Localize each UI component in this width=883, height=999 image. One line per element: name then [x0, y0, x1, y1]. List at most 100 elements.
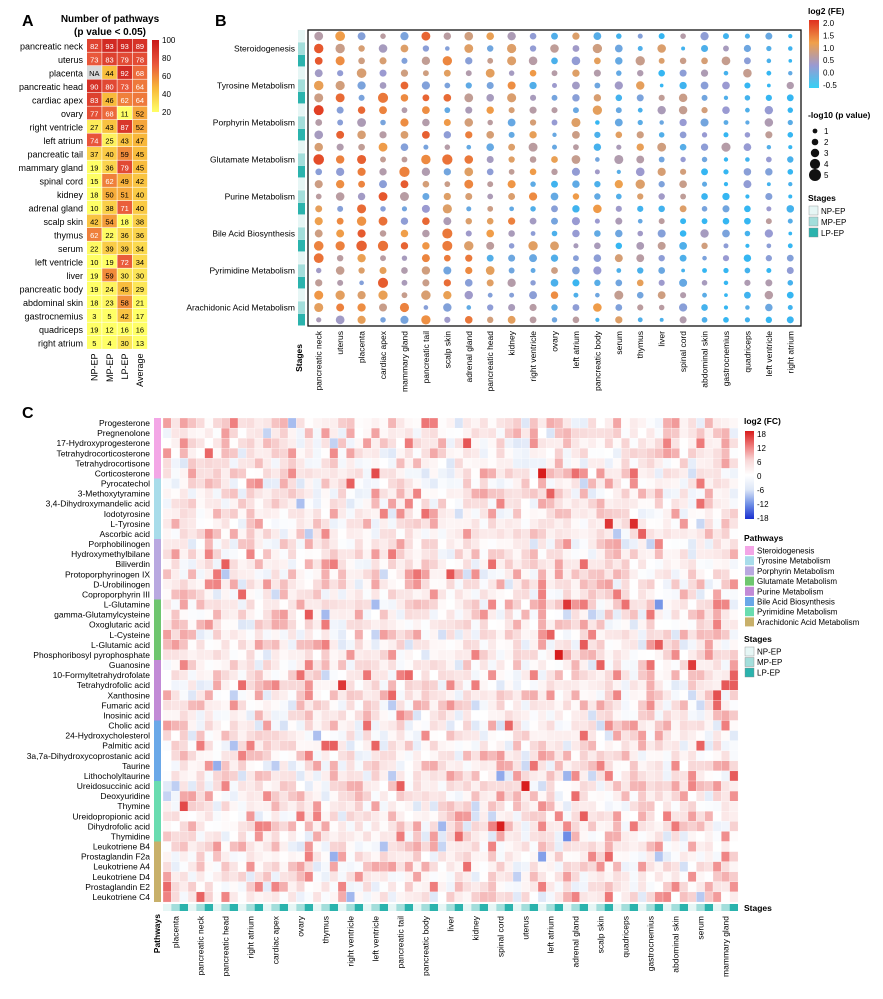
heat-cell [117, 255, 132, 268]
heat-cell [454, 498, 464, 509]
heat-cell [712, 528, 722, 540]
heat-cell [312, 548, 322, 560]
heat-cell [246, 831, 255, 842]
dot [616, 33, 622, 39]
heat-cell [721, 700, 730, 711]
dot [700, 32, 709, 41]
heat-cell [187, 821, 197, 832]
stage-strip-cell [321, 904, 330, 911]
heat-cell [262, 528, 272, 540]
stage-strip-cell [346, 904, 355, 911]
heat-cell [296, 508, 305, 520]
heat-cell [471, 599, 480, 610]
heat-cell [696, 569, 705, 580]
heat-cell [221, 760, 230, 772]
heat-cell [187, 498, 197, 509]
heat-cell [587, 559, 597, 570]
heat-cell [579, 760, 589, 772]
heat-cell [662, 770, 672, 782]
heat-cell [187, 669, 197, 681]
heat-cell [462, 821, 472, 832]
heat-cell [446, 730, 455, 741]
dot [722, 192, 730, 201]
cell-value: 22 [90, 244, 98, 253]
heat-cell [604, 871, 614, 883]
heat-cell [654, 831, 664, 842]
heat-cell [187, 659, 197, 671]
heat-cell [396, 508, 405, 520]
heat-cell [512, 589, 522, 600]
heat-cell [504, 690, 514, 701]
heat-cell [229, 680, 239, 691]
heat-cell [562, 417, 572, 429]
dot [444, 316, 451, 323]
heat-cell [462, 891, 472, 903]
heat-cell [329, 548, 339, 560]
heat-cell [229, 579, 239, 590]
stage-swatch [808, 227, 819, 238]
heat-cell [487, 821, 497, 832]
heat-cell [512, 458, 522, 469]
heat-cell [287, 730, 297, 741]
heat-cell [287, 861, 297, 872]
heat-cell [296, 528, 305, 540]
heat-cell [321, 488, 330, 499]
heat-cell [687, 700, 697, 711]
heat-cell [654, 851, 664, 862]
heat-cell [237, 599, 247, 610]
tissue-label: adrenal gland [571, 916, 581, 968]
heat-cell [396, 790, 405, 802]
dot [422, 45, 430, 52]
heat-cell [554, 841, 564, 852]
heat-cell [521, 710, 530, 721]
heat-cell [379, 569, 389, 580]
heat-cell [117, 201, 132, 214]
heat-cell [471, 871, 480, 883]
heat-cell [212, 710, 222, 721]
heat-cell [496, 649, 505, 661]
heat-cell [446, 438, 455, 449]
heat-cell [462, 629, 472, 641]
heat-cell [212, 790, 222, 802]
heat-cell [579, 710, 589, 721]
heat-cell [454, 700, 464, 711]
row-label: pancreatic head [19, 82, 83, 92]
heat-cell [562, 760, 572, 772]
heat-cell [362, 669, 372, 681]
metabolite-label: 3-Methoxytyramine [78, 489, 151, 499]
metabolite-label: Leukotriene C4 [92, 892, 150, 902]
heat-cell [162, 659, 172, 671]
heat-cell [687, 831, 697, 842]
heat-cell [371, 589, 380, 600]
heat-cell [721, 548, 730, 560]
heat-cell [262, 518, 272, 530]
heat-cell [729, 548, 739, 560]
heat-cell [604, 861, 614, 872]
heat-cell [246, 468, 255, 479]
heat-cell [329, 710, 339, 721]
heat-cell [187, 891, 197, 903]
heat-cell [254, 760, 264, 772]
heat-cell [462, 700, 472, 711]
heat-cell [471, 710, 480, 721]
heat-cell [637, 659, 647, 671]
heat-cell [662, 750, 672, 762]
heat-cell [662, 639, 672, 651]
heat-cell [337, 629, 347, 641]
heat-cell [132, 79, 148, 93]
heat-cell [479, 458, 489, 469]
heat-cell [429, 538, 439, 550]
heat-cell [396, 891, 405, 903]
heat-cell [446, 700, 455, 711]
heat-cell [429, 599, 439, 610]
heat-cell [496, 538, 505, 550]
heat-cell [596, 801, 605, 812]
heat-cell [379, 659, 389, 671]
heat-cell [537, 700, 547, 711]
heat-cell [321, 770, 330, 782]
heat-cell [362, 569, 372, 580]
heat-cell [596, 629, 605, 641]
heat-cell [312, 478, 322, 489]
dot [551, 57, 558, 65]
heat-cell [162, 478, 172, 489]
